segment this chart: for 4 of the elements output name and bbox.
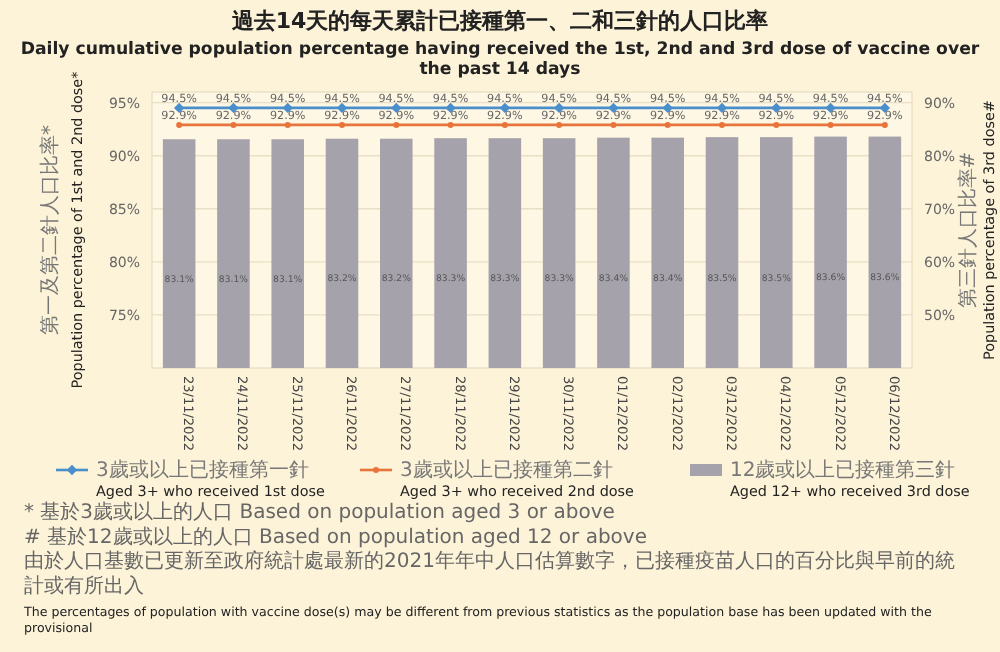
- text: 由於人口基數已更新至政府統計處最新的2021年年中人口估算數字，已接種疫苗人口的百分比與早前的統計或有所出入: [24, 549, 955, 598]
- text: # 基於12歲或以上的人口 Based on population aged 12 or above: [24, 524, 647, 549]
- chart-title: 過去14天的每天累計已接種第一、二和三針的人口比率: [229, 8, 769, 34]
- text: * 基於3歲或以上的人口 Based on population aged 3 or above: [24, 500, 615, 524]
